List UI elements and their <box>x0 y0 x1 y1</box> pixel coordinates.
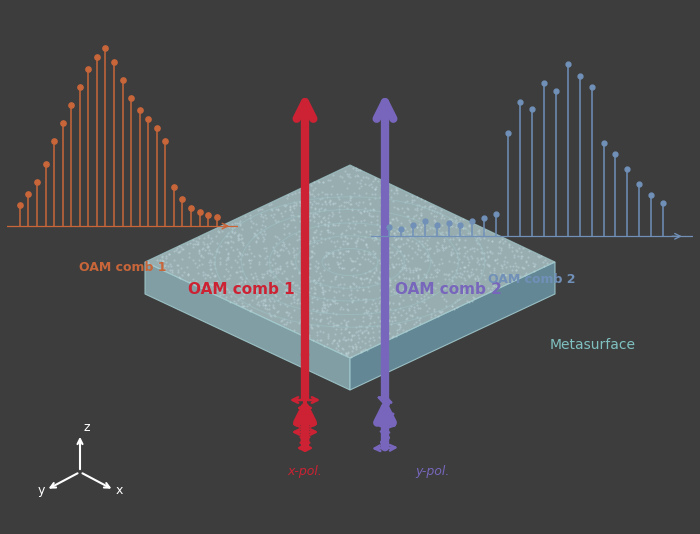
Text: y: y <box>38 484 46 497</box>
Polygon shape <box>145 262 350 390</box>
Text: x: x <box>116 484 123 497</box>
Text: OAM comb 2: OAM comb 2 <box>489 272 575 286</box>
Text: z: z <box>83 421 90 434</box>
Text: x-pol.: x-pol. <box>288 465 323 478</box>
Text: y-pol.: y-pol. <box>415 465 449 478</box>
Text: OAM comb 2: OAM comb 2 <box>395 282 502 297</box>
Text: OAM comb 1: OAM comb 1 <box>188 282 295 297</box>
Polygon shape <box>350 262 555 390</box>
Text: Metasurface: Metasurface <box>550 338 636 352</box>
Text: OAM comb 1: OAM comb 1 <box>79 261 167 273</box>
Polygon shape <box>145 165 555 358</box>
